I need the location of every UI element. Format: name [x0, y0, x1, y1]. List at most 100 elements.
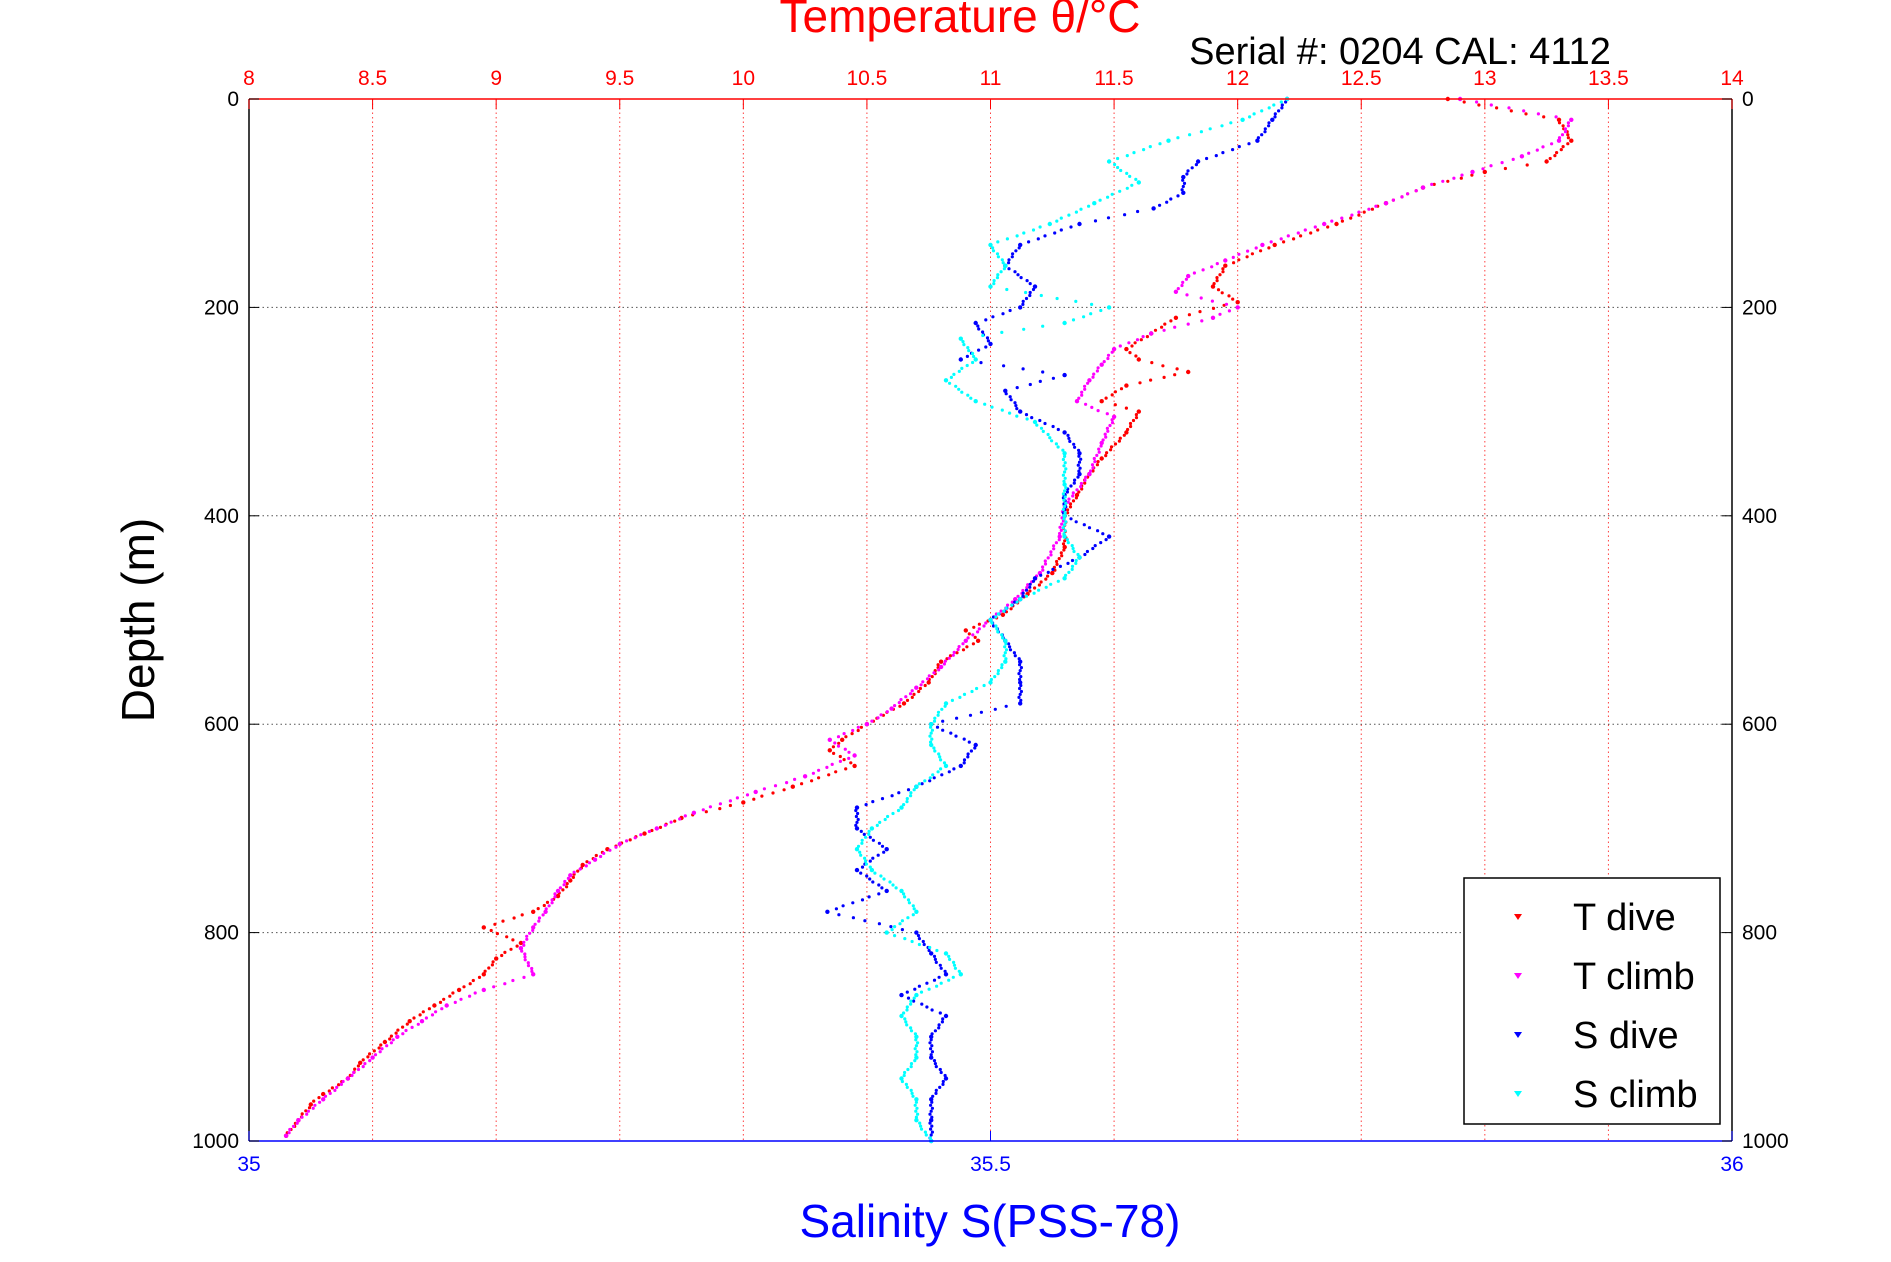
trace-dot	[1043, 421, 1047, 426]
data-point	[382, 1039, 388, 1045]
trace-dot	[991, 315, 995, 319]
trace-dot	[876, 853, 880, 857]
trace-dot	[1008, 395, 1012, 399]
data-point	[358, 1060, 363, 1066]
trace-dot	[1039, 580, 1043, 584]
trace-dot	[1134, 413, 1138, 417]
trace-dot	[1229, 121, 1233, 125]
trace-dot	[500, 953, 504, 958]
trace-dot	[914, 1100, 919, 1104]
trace-dot	[1090, 302, 1094, 306]
trace-dot	[405, 1022, 409, 1026]
trace-dot	[868, 865, 872, 869]
trace-dot	[1104, 454, 1108, 458]
trace-dot	[925, 1005, 929, 1009]
trace-dot	[937, 668, 941, 672]
trace-dot	[941, 1079, 945, 1084]
trace-dot	[300, 1115, 304, 1119]
bottom-tick-label: 35.5	[970, 1153, 1011, 1176]
data-point	[1003, 388, 1008, 393]
trace-dot	[939, 1070, 943, 1075]
trace-dot	[939, 767, 943, 771]
trace-dot	[1175, 367, 1179, 371]
trace-dot	[1138, 381, 1142, 385]
trace-dot	[936, 770, 940, 774]
trace-dot	[1004, 657, 1008, 661]
trace-dot	[1062, 548, 1066, 552]
trace-dot	[876, 716, 880, 720]
trace-dot	[542, 903, 546, 908]
trace-dot	[311, 1106, 315, 1110]
trace-dot	[1125, 154, 1129, 158]
trace-dot	[1267, 124, 1271, 128]
trace-dot	[879, 713, 883, 717]
trace-dot	[522, 940, 526, 944]
trace-dot	[1003, 645, 1007, 649]
trace-dot	[864, 862, 869, 866]
data-point	[938, 659, 944, 664]
trace-dot	[1099, 541, 1103, 545]
trace-dot	[897, 791, 901, 795]
trace-dot	[1406, 192, 1410, 196]
trace-dot	[487, 966, 491, 970]
trace-dot	[1017, 657, 1021, 661]
trace-dot	[1007, 258, 1011, 262]
trace-dot	[1237, 252, 1241, 256]
trace-dot	[1182, 181, 1187, 185]
trace-dot	[1110, 350, 1114, 354]
data-point	[914, 909, 919, 914]
trace-dot	[834, 907, 839, 911]
trace-dot	[1083, 481, 1087, 485]
trace-dot	[1097, 447, 1101, 451]
trace-dot	[916, 1041, 920, 1045]
trace-dot	[956, 647, 960, 652]
trace-dot	[565, 885, 569, 889]
data-point	[642, 831, 647, 836]
trace-dot	[1037, 588, 1041, 592]
trace-dot	[1128, 174, 1132, 178]
trace-dot	[1186, 169, 1190, 173]
trace-dot	[929, 731, 933, 735]
trace-dot	[377, 1046, 381, 1050]
trace-dot	[951, 653, 955, 657]
trace-dot	[919, 1124, 923, 1128]
trace-dot	[1477, 103, 1481, 107]
trace-dot	[1017, 246, 1021, 250]
data-point	[973, 399, 978, 404]
trace-dot	[937, 1023, 941, 1027]
trace-dot	[977, 622, 982, 626]
trace-dot	[288, 1127, 292, 1132]
left-tick-label: 400	[204, 505, 239, 528]
data-point	[1050, 570, 1055, 576]
trace-dot	[1011, 252, 1015, 256]
trace-dot	[928, 776, 932, 780]
trace-dot	[1194, 163, 1198, 167]
trace-dot	[1052, 544, 1056, 548]
trace-dot	[951, 975, 955, 979]
trace-dot	[932, 776, 936, 780]
trace-dot	[1460, 173, 1464, 177]
trace-dot	[1110, 418, 1114, 422]
trace-dot	[883, 817, 887, 822]
trace-dot	[1087, 526, 1092, 530]
top-tick-label: 8.5	[358, 67, 387, 90]
trace-dot	[838, 754, 842, 759]
trace-dot	[1553, 154, 1557, 158]
top-tick-label: 13.5	[1588, 67, 1629, 90]
trace-dot	[966, 752, 970, 756]
data-point	[1136, 357, 1142, 362]
trace-dot	[896, 808, 901, 813]
trace-dot	[1049, 553, 1053, 557]
trace-dot	[916, 1112, 920, 1116]
data-point	[943, 972, 949, 977]
trace-dot	[1024, 413, 1029, 417]
trace-dot	[1059, 216, 1063, 220]
data-point	[988, 284, 993, 289]
data-point	[827, 748, 832, 753]
trace-dot	[993, 707, 997, 711]
trace-dot	[1135, 338, 1140, 342]
data-point	[914, 784, 919, 789]
trace-dot	[1104, 435, 1108, 439]
trace-dot	[903, 895, 907, 899]
trace-dot	[1218, 312, 1222, 316]
